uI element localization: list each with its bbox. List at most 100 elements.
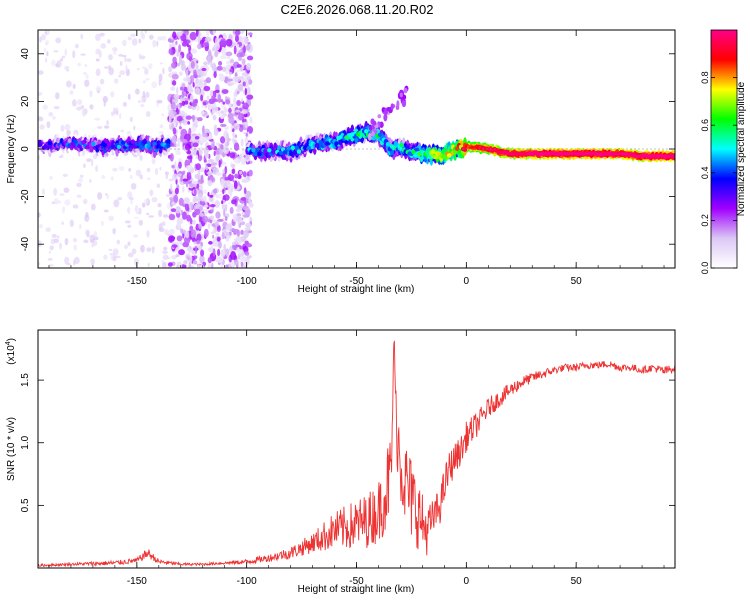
x-tick-label: -100 xyxy=(237,576,257,587)
heatmap-speck xyxy=(65,80,72,88)
heatmap-speck xyxy=(38,240,42,248)
heatmap-speck xyxy=(159,81,163,86)
heatmap-noise-cell xyxy=(215,154,221,162)
heatmap-speck xyxy=(171,255,177,260)
heatmap-noise-cell xyxy=(243,118,247,123)
heatmap-noise-cell xyxy=(241,98,244,103)
heatmap-noise-cell xyxy=(202,125,205,134)
x-tick-label: -100 xyxy=(237,276,257,287)
heatmap-noise-cell xyxy=(203,61,208,65)
heatmap-noise-cell xyxy=(233,45,237,55)
heatmap-noise-cell xyxy=(167,262,173,267)
heatmap-noise-cell xyxy=(220,114,225,120)
heatmap-speck xyxy=(104,193,108,196)
heatmap-speck xyxy=(77,62,81,67)
heatmap-speck xyxy=(76,182,82,187)
heatmap-noise-cell xyxy=(236,100,241,107)
heatmap-speck xyxy=(148,34,154,40)
heatmap-speck xyxy=(61,55,66,59)
heatmap-noise-cell xyxy=(234,134,238,138)
heatmap-speck xyxy=(108,248,113,251)
heatmap-speck xyxy=(48,111,54,117)
heatmap-y-ticks: -40 -20 0 20 40 xyxy=(20,48,675,251)
heatmap-speck xyxy=(126,130,132,136)
heatmap-noise-cell xyxy=(226,78,233,82)
heatmap-noise-cell xyxy=(210,166,217,171)
heatmap-noise-cell xyxy=(237,83,244,91)
heatmap-x-ticks: -150 -100 -50 0 50 xyxy=(48,30,665,287)
heatmap-speck xyxy=(110,176,114,181)
heatmap-noise-cell xyxy=(234,173,239,179)
heatmap-noise-cell xyxy=(216,256,224,264)
heatmap-noise-cell xyxy=(227,82,234,87)
heatmap-speck xyxy=(64,48,68,57)
heatmap-noise-cell xyxy=(245,222,252,228)
y-tick-label: 0 xyxy=(20,146,31,152)
heatmap-speck xyxy=(168,178,174,182)
heatmap-noise-cell xyxy=(232,128,235,133)
heatmap-noise-cell xyxy=(222,188,225,195)
ridge-cell xyxy=(286,146,292,151)
heatmap-noise-cell xyxy=(189,31,197,41)
heatmap-speck xyxy=(39,36,42,43)
heatmap-speck xyxy=(140,30,144,39)
ridge-cell xyxy=(425,150,430,155)
x-tick-label: 50 xyxy=(571,276,583,287)
heatmap-speck xyxy=(121,39,127,47)
heatmap-speck xyxy=(139,174,143,180)
heatmap-noise-cell xyxy=(204,165,209,171)
heatmap-noise-cell xyxy=(218,75,226,82)
heatmap-noise-cell xyxy=(245,44,251,51)
heatmap-speck xyxy=(107,39,111,44)
heatmap-speck xyxy=(53,188,58,196)
heatmap-speck xyxy=(162,67,165,75)
heatmap-speck xyxy=(64,124,71,131)
ridge-cell xyxy=(338,135,343,140)
heatmap-noise-cell xyxy=(240,138,244,147)
heatmap-speck xyxy=(141,66,147,70)
heatmap-noise-cell xyxy=(209,194,214,198)
ridge-cell xyxy=(255,147,260,152)
heatmap-speck xyxy=(38,212,41,218)
heatmap-noise-cell xyxy=(202,101,207,106)
heatmap-noise-cell xyxy=(199,135,206,144)
heatmap-speck xyxy=(159,166,162,171)
heatmap-speck xyxy=(127,252,134,258)
ridge-cell xyxy=(399,142,404,148)
heatmap-noise-cell xyxy=(197,179,205,184)
heatmap-speck xyxy=(158,227,165,233)
heatmap-noise-cell xyxy=(239,245,243,250)
heatmap-noise-cell xyxy=(168,66,173,73)
heatmap-speck xyxy=(234,88,239,97)
heatmap-noise-cell xyxy=(197,117,203,122)
heatmap-speck xyxy=(64,65,70,71)
heatmap-noise-cell xyxy=(204,36,212,43)
heatmap-speck xyxy=(39,224,43,229)
heatmap-noise-cell xyxy=(183,86,188,92)
heatmap-speck xyxy=(53,50,59,53)
heatmap-noise-cell xyxy=(196,60,199,64)
heatmap-speck xyxy=(64,256,70,265)
heatmap-speck xyxy=(38,91,43,96)
heatmap-speck xyxy=(52,116,56,120)
heatmap-speck xyxy=(95,33,101,42)
heatmap-noise-cell xyxy=(246,254,252,259)
snr-xlabel: Height of straight line (km) xyxy=(298,584,415,595)
heatmap-noise-cell xyxy=(217,94,222,102)
heatmap-speck xyxy=(62,206,66,214)
colorbar-tick-label: 0.0 xyxy=(700,262,710,275)
heatmap-noise-cell xyxy=(227,265,232,268)
ridge-cell xyxy=(314,143,319,148)
heatmap-speck xyxy=(90,203,96,211)
heatmap-noise-cell xyxy=(196,79,203,83)
heatmap-noise-cell xyxy=(223,194,230,201)
heatmap-speck xyxy=(59,58,64,62)
heatmap-noise-cell xyxy=(171,135,177,144)
heatmap-speck xyxy=(51,233,57,238)
plume-cell xyxy=(390,103,394,111)
heatmap-noise-cell xyxy=(197,244,203,251)
ridge-cell xyxy=(116,144,122,150)
heatmap-speck xyxy=(138,207,142,215)
y-tick-label: 40 xyxy=(20,48,31,60)
heatmap-noise-cell xyxy=(224,216,228,221)
